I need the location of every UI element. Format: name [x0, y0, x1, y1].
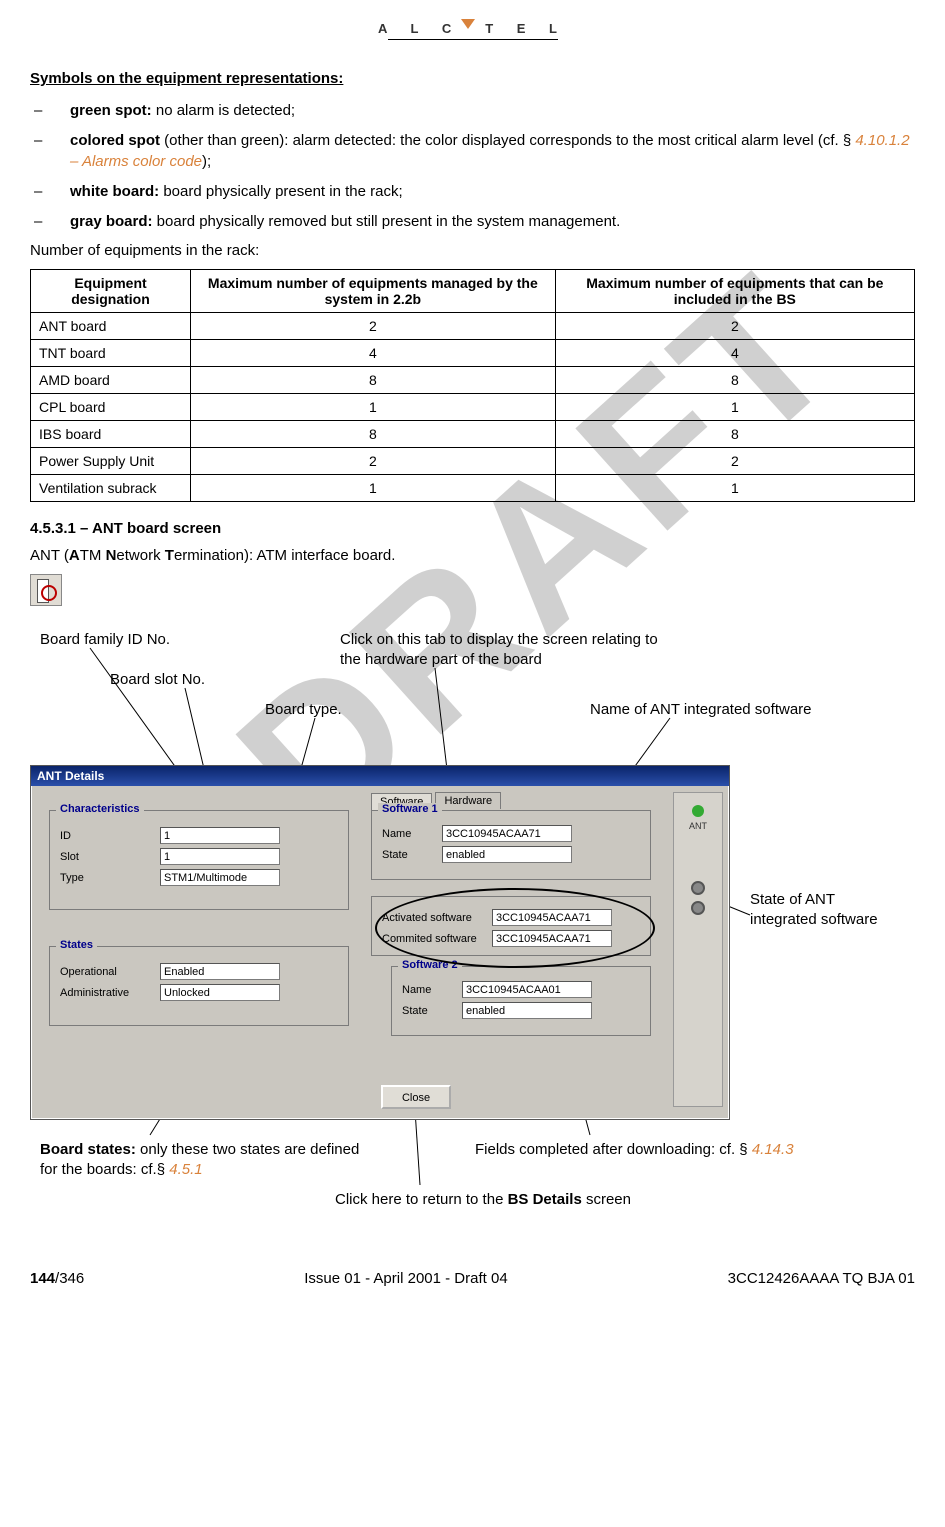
- ant-details-window: ANT Details Software Hardware Characteri…: [30, 765, 730, 1120]
- xref-4-5-1[interactable]: 4.5.1: [169, 1161, 202, 1178]
- page-footer: 144/346 Issue 01 - April 2001 - Draft 04…: [30, 1270, 915, 1287]
- ant-board-icon: [30, 574, 62, 606]
- cell-label: CPL board: [31, 394, 191, 421]
- lbl-activated-sw: Activated software: [382, 912, 492, 924]
- close-button[interactable]: Close: [381, 1085, 451, 1109]
- table-row: Ventilation subrack11: [31, 475, 915, 502]
- rack-intro: Number of equipments in the rack:: [30, 242, 915, 259]
- bullet-white-board: –white board: board physically present i…: [52, 182, 915, 202]
- lbl-id: ID: [60, 830, 160, 842]
- bullet-gray-board: –gray board: board physically removed bu…: [52, 212, 915, 232]
- cell-label: AMD board: [31, 367, 191, 394]
- th-max-system: Maximum number of equipments managed by …: [191, 270, 556, 313]
- cell-label: Ventilation subrack: [31, 475, 191, 502]
- th-max-bs: Maximum number of equipments that can be…: [555, 270, 914, 313]
- field-id: 1: [160, 827, 280, 844]
- field-sw2-state: enabled: [462, 1002, 592, 1019]
- field-activated-sw: 3CC10945ACAA71: [492, 909, 612, 926]
- brand-logo: A L CT E L: [30, 20, 915, 40]
- cell-max-system: 1: [191, 394, 556, 421]
- table-row: IBS board88: [31, 421, 915, 448]
- side-label: ANT: [674, 821, 722, 831]
- ann-board-family: Board family ID No.: [40, 630, 170, 650]
- field-administrative: Unlocked: [160, 984, 280, 1001]
- ann-board-states: Board states: only these two states are …: [40, 1140, 380, 1179]
- lbl-sw1-state: State: [382, 849, 442, 861]
- table-row: TNT board44: [31, 340, 915, 367]
- lbl-sw2-name: Name: [402, 984, 462, 996]
- group-characteristics: Characteristics: [56, 803, 144, 815]
- cell-max-system: 8: [191, 421, 556, 448]
- group-states: States: [56, 939, 97, 951]
- field-sw2-name: 3CC10945ACAA01: [462, 981, 592, 998]
- table-row: AMD board88: [31, 367, 915, 394]
- port-icon: [691, 881, 705, 895]
- cell-max-system: 2: [191, 448, 556, 475]
- ann-state-sw: State of ANT integrated software: [750, 890, 880, 929]
- ann-name-sw: Name of ANT integrated software: [590, 700, 812, 720]
- ann-fields-download: Fields completed after downloading: cf. …: [475, 1140, 794, 1160]
- table-row: CPL board11: [31, 394, 915, 421]
- side-strip: ANT: [673, 792, 723, 1107]
- status-led-icon: [692, 805, 704, 817]
- ann-board-type: Board type.: [265, 700, 365, 720]
- cell-max-system: 1: [191, 475, 556, 502]
- cell-max-bs: 8: [555, 367, 914, 394]
- bullet-colored-spot: –colored spot (other than green): alarm …: [52, 131, 915, 172]
- group-software2: Software 2: [398, 959, 462, 971]
- ann-click-close: Click here to return to the BS Details s…: [335, 1190, 631, 1210]
- th-designation: Equipment designation: [31, 270, 191, 313]
- cell-max-bs: 2: [555, 448, 914, 475]
- cell-label: Power Supply Unit: [31, 448, 191, 475]
- annotated-screenshot: Board family ID No. Board slot No. Board…: [30, 630, 915, 1230]
- section-title: Symbols on the equipment representations…: [30, 70, 915, 87]
- cell-max-bs: 2: [555, 313, 914, 340]
- tab-hardware[interactable]: Hardware: [435, 792, 501, 809]
- ant-description: ANT (ATM Network Termination): ATM inter…: [30, 547, 915, 564]
- logo-triangle-icon: [461, 19, 475, 29]
- cell-max-bs: 4: [555, 340, 914, 367]
- cell-max-system: 8: [191, 367, 556, 394]
- bullet-green-spot: –green spot: no alarm is detected;: [52, 101, 915, 121]
- cell-label: ANT board: [31, 313, 191, 340]
- cell-max-bs: 1: [555, 394, 914, 421]
- table-row: ANT board22: [31, 313, 915, 340]
- cell-max-bs: 8: [555, 421, 914, 448]
- lbl-administrative: Administrative: [60, 987, 160, 999]
- xref-4-14-3[interactable]: 4.14.3: [752, 1141, 794, 1158]
- field-sw1-name: 3CC10945ACAA71: [442, 825, 572, 842]
- cell-max-system: 2: [191, 313, 556, 340]
- lbl-slot: Slot: [60, 851, 160, 863]
- lbl-type: Type: [60, 872, 160, 884]
- field-sw1-state: enabled: [442, 846, 572, 863]
- ann-board-slot: Board slot No.: [110, 670, 205, 690]
- subsection-title: 4.5.3.1 – ANT board screen: [30, 520, 915, 537]
- field-commited-sw: 3CC10945ACAA71: [492, 930, 612, 947]
- cell-label: TNT board: [31, 340, 191, 367]
- lbl-sw2-state: State: [402, 1005, 462, 1017]
- window-titlebar: ANT Details: [31, 766, 729, 786]
- ann-click-tab: Click on this tab to display the screen …: [340, 630, 670, 669]
- lbl-sw1-name: Name: [382, 828, 442, 840]
- cell-max-bs: 1: [555, 475, 914, 502]
- table-row: Power Supply Unit22: [31, 448, 915, 475]
- lbl-commited-sw: Commited software: [382, 933, 492, 945]
- cell-max-system: 4: [191, 340, 556, 367]
- lbl-operational: Operational: [60, 966, 160, 978]
- equipment-table: Equipment designation Maximum number of …: [30, 269, 915, 502]
- port-icon: [691, 901, 705, 915]
- field-type: STM1/Multimode: [160, 869, 280, 886]
- cell-label: IBS board: [31, 421, 191, 448]
- field-operational: Enabled: [160, 963, 280, 980]
- field-slot: 1: [160, 848, 280, 865]
- group-software1: Software 1: [378, 803, 442, 815]
